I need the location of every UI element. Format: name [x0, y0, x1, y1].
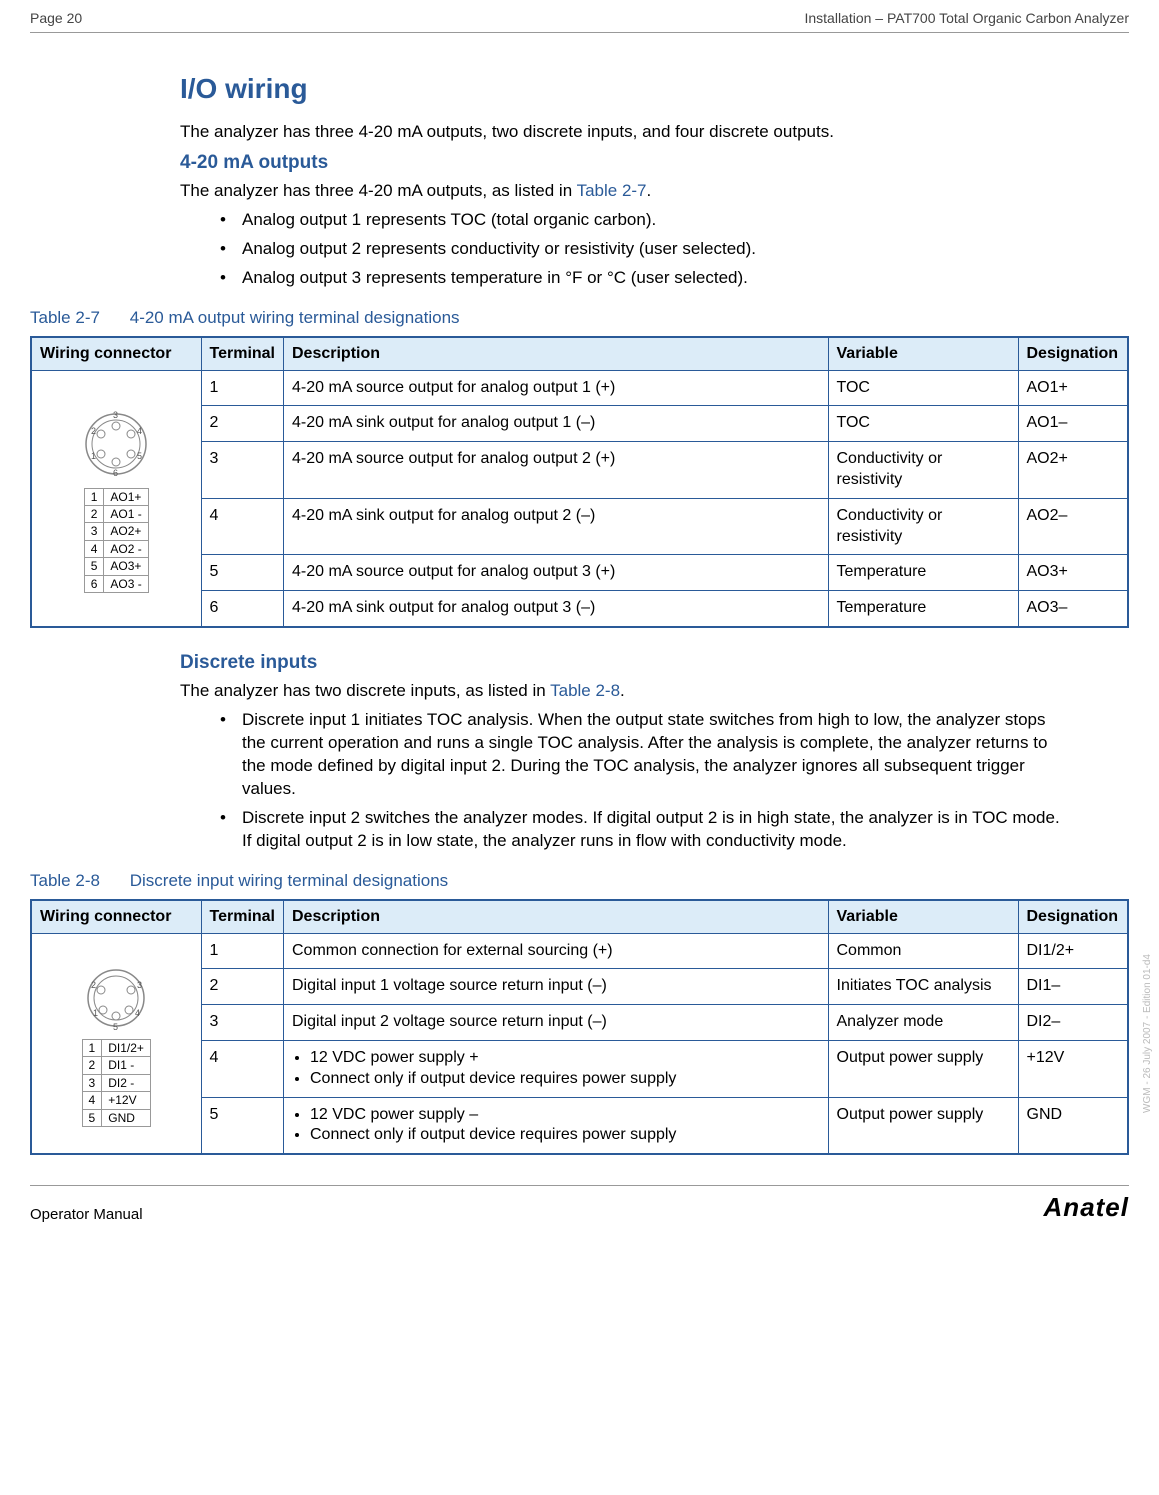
footer-brand: Anatel: [1044, 1192, 1129, 1223]
connector-5-icon: 1 2 3 4 5: [71, 960, 161, 1035]
table-2-8: Wiring connector Terminal Description Va…: [30, 899, 1129, 1156]
svg-text:2: 2: [91, 980, 96, 990]
svg-text:2: 2: [91, 426, 96, 436]
inputs-intro: The analyzer has two discrete inputs, as…: [180, 680, 1069, 703]
outputs-intro: The analyzer has three 4-20 mA outputs, …: [180, 180, 1069, 203]
th-description: Description: [284, 337, 829, 371]
ref-table-2-7: Table 2-7: [577, 181, 647, 200]
header-doc-title: Installation – PAT700 Total Organic Carb…: [804, 10, 1129, 26]
connector-diagram-6pin: 1 2 3 4 5 6 1AO1+ 2AO1 - 3AO2+ 4AO2 - 5A…: [31, 370, 201, 627]
list-item: 12 VDC power supply +: [310, 1048, 820, 1069]
table-2-8-caption: Table 2-8 Discrete input wiring terminal…: [30, 871, 1129, 891]
th-variable: Variable: [828, 900, 1018, 934]
svg-text:3: 3: [137, 980, 142, 990]
pin-legend-6: 1AO1+ 2AO1 - 3AO2+ 4AO2 - 5AO3+ 6AO3 -: [84, 488, 149, 593]
pin-legend-5: 1DI1/2+ 2DI1 - 3DI2 - 4+12V 5GND: [82, 1039, 151, 1127]
page-number: Page 20: [30, 10, 82, 26]
svg-text:6: 6: [113, 468, 118, 478]
connector-6-icon: 1 2 3 4 5 6: [71, 404, 161, 484]
ref-table-2-8: Table 2-8: [550, 681, 620, 700]
subheading-outputs: 4-20 mA outputs: [180, 152, 1069, 174]
section-intro: The analyzer has three 4-20 mA outputs, …: [180, 121, 1069, 144]
list-item: Analog output 1 represents TOC (total or…: [220, 209, 1069, 232]
list-item: Connect only if output device requires p…: [310, 1069, 820, 1090]
inputs-bullets: Discrete input 1 initiates TOC analysis.…: [180, 709, 1069, 853]
table-row: 1 2 3 4 5 6 1AO1+ 2AO1 - 3AO2+ 4AO2 - 5A…: [31, 370, 1128, 406]
table-row: 1 2 3 4 5 1DI1/2+ 2DI1 - 3DI2 - 4+12V 5G…: [31, 933, 1128, 969]
svg-text:4: 4: [137, 426, 142, 436]
th-designation: Designation: [1018, 900, 1128, 934]
side-revision-text: WGM - 26 July 2007 - Edition 01-d4: [1142, 954, 1153, 1113]
th-terminal: Terminal: [201, 337, 284, 371]
list-item: 12 VDC power supply –: [310, 1105, 820, 1126]
section-title: I/O wiring: [180, 73, 1069, 105]
table-2-7: Wiring connector Terminal Description Va…: [30, 336, 1129, 628]
th-terminal: Terminal: [201, 900, 284, 934]
table-2-7-caption: Table 2-7 4-20 mA output wiring terminal…: [30, 308, 1129, 328]
svg-text:5: 5: [137, 451, 142, 461]
page-footer: Operator Manual Anatel: [30, 1185, 1129, 1223]
list-item: Discrete input 1 initiates TOC analysis.…: [220, 709, 1069, 801]
svg-text:4: 4: [135, 1008, 140, 1018]
svg-text:3: 3: [113, 410, 118, 420]
connector-diagram-5pin: 1 2 3 4 5 1DI1/2+ 2DI1 - 3DI2 - 4+12V 5G…: [31, 933, 201, 1154]
list-item: Analog output 3 represents temperature i…: [220, 267, 1069, 290]
subheading-inputs: Discrete inputs: [180, 652, 1069, 674]
svg-text:5: 5: [113, 1022, 118, 1032]
svg-text:1: 1: [93, 1008, 98, 1018]
list-item: Connect only if output device requires p…: [310, 1125, 820, 1146]
list-item: Analog output 2 represents conductivity …: [220, 238, 1069, 261]
th-description: Description: [284, 900, 829, 934]
th-designation: Designation: [1018, 337, 1128, 371]
svg-text:1: 1: [91, 451, 96, 461]
footer-left: Operator Manual: [30, 1206, 143, 1223]
th-variable: Variable: [828, 337, 1018, 371]
th-wiring-connector: Wiring connector: [31, 900, 201, 934]
th-wiring-connector: Wiring connector: [31, 337, 201, 371]
outputs-bullets: Analog output 1 represents TOC (total or…: [180, 209, 1069, 290]
list-item: Discrete input 2 switches the analyzer m…: [220, 807, 1069, 853]
page-header: Page 20 Installation – PAT700 Total Orga…: [30, 10, 1129, 33]
